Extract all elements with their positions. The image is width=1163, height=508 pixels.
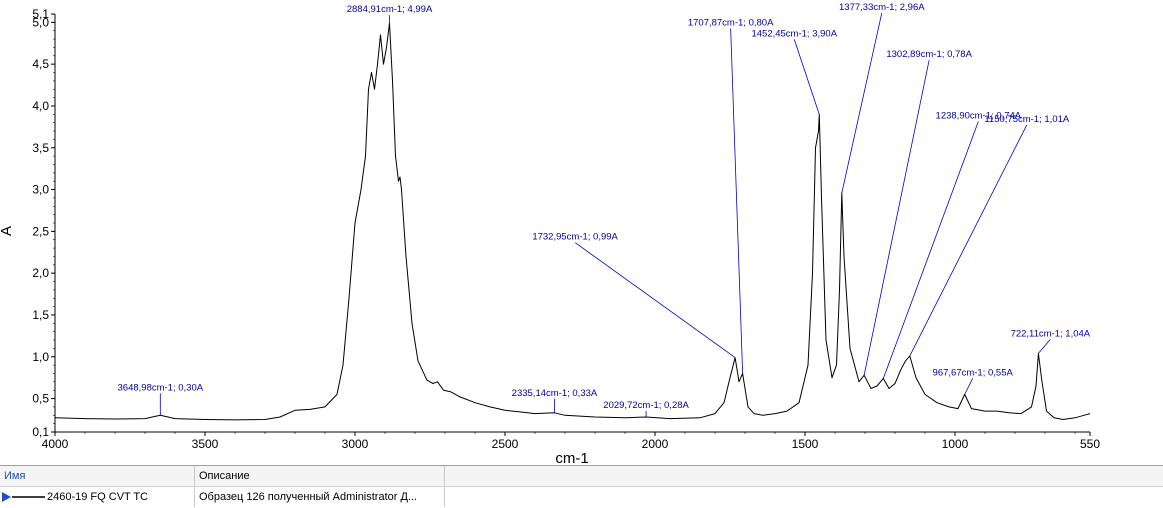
peak-leader-line [793,39,820,115]
x-tick-label: 1000 [942,437,969,451]
x-tick-label: 4000 [42,437,69,451]
peak-label: 1150,75cm-1; 1,01A [984,114,1070,125]
spectrum-layer [54,22,1091,421]
peak-label: 1377,33cm-1; 2,96A [839,2,925,13]
peak-label: 722,11cm-1; 1,04A [1011,328,1091,339]
peak-label: 1732,95cm-1; 0,99A [532,232,618,243]
peak-label: 2884,91cm-1; 4,99A [347,4,433,15]
legend-row-empty-cell [445,487,1163,507]
peak-leader-line [574,242,736,358]
peak-leader-line [841,12,883,193]
peak-leader-line [964,378,974,395]
spectrum-legend-table: Имя Описание 2460-19 FQ CVT TC Образец 1… [0,465,1163,508]
column-header-name[interactable]: Имя [0,466,195,486]
legend-row[interactable]: 2460-19 FQ CVT TC Образец 126 полученный… [0,487,1163,507]
y-tick-label: 0,5 [32,392,49,406]
spectrum-chart: 0,1 0,5 1,0 1,5 2,0 2,5 3,0 3,5 4,0 4,5 5,05,1 400… [0,2,1100,465]
legend-row-description: Образец 126 полученный Administrator Д..… [199,491,418,503]
x-tick-label: 2000 [642,437,669,451]
peak-leader-line [730,28,744,374]
legend-row-name: 2460-19 FQ CVT TC [47,491,149,503]
x-axis-ticks: 4000 3500 3000 2500 2000 1500 1000 550 [42,432,1100,451]
y-tick-label: 3,0 [32,183,49,197]
x-tick-label: 2500 [492,437,519,451]
y-tick-label: 5,1 [32,7,49,21]
y-tick-label: 5,0 [32,15,49,29]
y-tick-label: 1,0 [32,350,49,364]
y-tick-label: 0,1 [32,425,49,439]
peak-label: 1452,45cm-1; 3,90A [751,28,837,39]
y-tick-label: 4,5 [32,57,49,71]
legend-row-description-cell[interactable]: Образец 126 полученный Administrator Д..… [195,487,445,507]
legend-row-name-cell[interactable]: 2460-19 FQ CVT TC [0,487,195,507]
y-tick-label: 2,5 [32,224,49,238]
column-header-name-label: Имя [4,470,26,482]
series-marker-icon [2,492,45,502]
peak-label: 1238,90cm-1; 0,74A [936,110,1022,121]
peak-label: 2029,72cm-1; 0,28A [603,400,689,411]
peak-label: 3648,98cm-1; 0,30A [118,382,204,393]
peak-label: 967,67cm-1; 0,55A [933,367,1014,378]
peak-label: 2335,14cm-1; 0,33A [512,388,598,399]
column-header-description[interactable]: Описание [195,466,445,486]
peak-label: 1707,87cm-1; 0,80A [688,17,774,28]
column-header-description-label: Описание [199,470,250,482]
peak-leader-line [882,121,979,379]
peak-annotations: 3648,98cm-1; 0,30A 2884,91cm-1; 4,99A 2335… [118,2,1091,417]
peak-label: 1302,89cm-1; 0,78A [886,49,972,60]
peak-leader-line [1038,339,1051,354]
x-tick-label: 3000 [342,437,369,451]
x-tick-label: 1500 [792,437,819,451]
x-axis-title: cm-1 [555,450,588,465]
y-tick-label: 4,0 [32,99,49,113]
y-tick-label: 3,5 [32,141,49,155]
legend-header-row: Имя Описание [0,466,1163,487]
x-tick-label: 3500 [192,437,219,451]
y-tick-label: 1,5 [32,308,49,322]
y-tick-label: 2,0 [32,266,49,280]
peak-leader-line [909,124,1028,357]
column-header-empty [445,466,1163,486]
x-tick-label: 550 [1080,437,1100,451]
peak-leader-line [863,60,930,376]
y-axis-ticks: 0,1 0,5 1,0 1,5 2,0 2,5 3,0 3,5 4,0 4,5 5,05,1 [32,7,55,439]
spectrum-series-line [54,22,1091,421]
y-axis-title: A [0,226,15,236]
